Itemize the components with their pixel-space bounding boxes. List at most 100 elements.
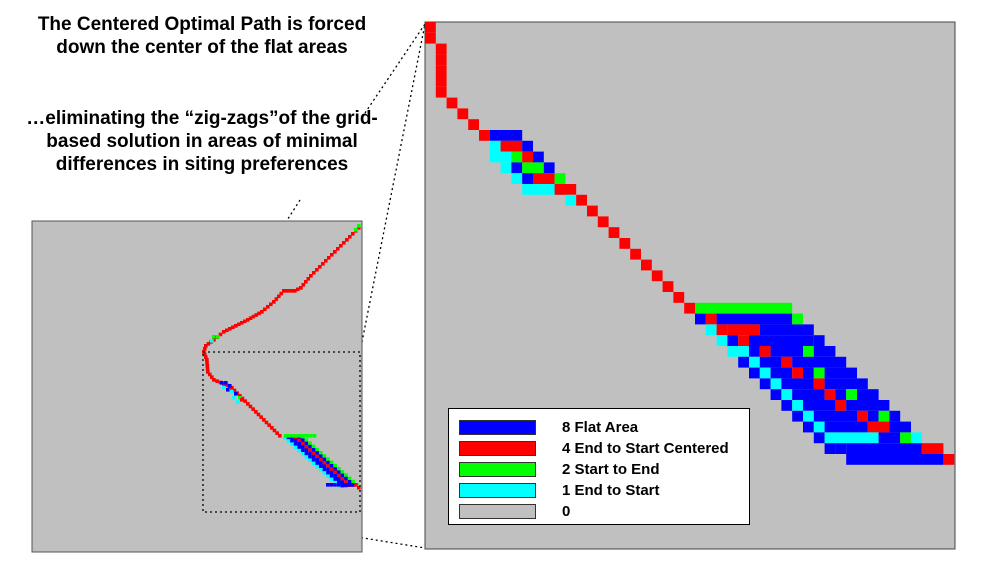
end-to-start-cell — [835, 432, 879, 444]
flat-area-cell — [803, 324, 814, 336]
centered-path-cell — [479, 130, 490, 141]
centered-path-cell — [248, 404, 253, 409]
centered-path-cell — [296, 287, 300, 292]
centered-path-cell — [318, 265, 322, 269]
end-to-start-cell — [222, 386, 226, 390]
centered-path-cell — [315, 454, 319, 459]
centered-path-cell — [240, 398, 244, 402]
end-to-start-cell — [333, 480, 337, 485]
legend-swatch-flat-area — [459, 420, 536, 435]
legend-item-end-to-start-centered: 4 End to Start Centered — [459, 438, 729, 459]
centered-path-cell — [344, 480, 348, 484]
flat-area-cell — [311, 448, 316, 452]
flat-area-cell — [543, 162, 555, 174]
flat-area-cell — [326, 483, 330, 487]
legend-swatch-start-to-end — [459, 462, 536, 477]
centered-path-cell — [232, 388, 237, 393]
flat-area-cell — [293, 442, 298, 446]
start-to-end-cell — [238, 396, 242, 400]
flat-area-cell — [727, 335, 739, 346]
centered-path-cell — [212, 338, 216, 342]
legend-item-zero: 0 — [459, 501, 570, 522]
centered-path-cell — [824, 389, 836, 400]
flat-area-cell — [489, 130, 523, 141]
legend-swatch-zero — [459, 504, 536, 519]
centered-path-cell — [278, 434, 282, 438]
centered-path-cell — [333, 250, 337, 254]
centered-path-cell — [264, 420, 269, 425]
flat-area-cell — [759, 324, 803, 336]
flat-area-cell — [803, 400, 836, 411]
centered-path-cell — [290, 289, 294, 293]
centered-path-cell — [322, 461, 327, 465]
centered-path-cell — [835, 400, 847, 411]
end-to-start-cell — [813, 421, 825, 433]
centered-path-cell — [345, 238, 349, 242]
end-to-start-cell — [230, 390, 234, 394]
centered-path-cell — [254, 313, 258, 317]
start-to-end-cell — [311, 444, 316, 449]
legend-swatch-end-to-start-centered — [459, 441, 536, 456]
flat-area-cell — [329, 470, 334, 475]
centered-path-cell — [304, 445, 309, 449]
flat-area-cell — [344, 483, 348, 487]
flat-area-cell — [344, 476, 348, 481]
start-to-end-cell — [319, 451, 323, 455]
centered-path-cell — [311, 451, 316, 455]
centered-path-cell — [324, 259, 328, 263]
centered-path-cell — [651, 270, 663, 282]
end-to-start-cell — [511, 173, 523, 184]
flat-area-cell — [226, 388, 230, 392]
centered-path-cell — [251, 314, 256, 319]
centered-path-cell — [662, 281, 674, 292]
end-to-start-cell — [293, 445, 298, 450]
flat-area-cell — [319, 461, 323, 465]
centered-path-cell — [619, 238, 631, 249]
end-to-start-cell — [301, 452, 305, 456]
end-to-start-cell — [727, 346, 739, 357]
centered-path-cell — [340, 477, 345, 481]
end-to-start-cell — [290, 442, 294, 446]
flat-area-cell — [308, 451, 312, 456]
start-to-end-cell — [304, 438, 309, 442]
centered-path-cell — [435, 86, 447, 98]
centered-path-cell — [630, 248, 641, 260]
flat-area-cell — [308, 444, 312, 449]
flat-area-cell — [770, 367, 793, 379]
start-to-end-cell — [284, 434, 288, 438]
flat-area-cell — [329, 464, 334, 468]
centered-path-cell — [274, 297, 279, 301]
flat-area-cell — [337, 477, 341, 481]
centered-path-cell — [339, 244, 343, 248]
flat-area-cell — [319, 464, 323, 469]
legend-label-zero: 0 — [562, 503, 571, 520]
centered-path-cell — [587, 205, 598, 217]
start-to-end-cell — [291, 434, 295, 438]
centered-path-cell — [813, 378, 825, 390]
flat-area-cell — [333, 477, 337, 481]
flat-area-cell — [319, 454, 323, 458]
legend-label-end-to-start-centered: 4 End to Start Centered — [562, 440, 729, 457]
centered-path-cell — [279, 291, 284, 296]
start-to-end-cell — [322, 454, 327, 458]
centered-path-cell — [204, 344, 208, 348]
centered-path-cell — [716, 324, 728, 336]
caption-main: The Centered Optimal Path is forced down… — [37, 14, 367, 58]
centered-path-cell — [306, 277, 311, 281]
flat-area-cell — [340, 480, 345, 484]
end-to-start-cell — [781, 389, 793, 400]
centered-path-cell — [321, 262, 325, 266]
flat-area-cell — [846, 400, 890, 411]
flat-area-cell — [511, 162, 523, 174]
flat-area-cell — [813, 410, 857, 422]
flat-area-cell — [867, 410, 879, 422]
centered-path-cell — [230, 386, 234, 390]
legend-box: 8 Flat Area 4 End to Start Centered 2 St… — [448, 408, 750, 525]
flat-area-cell — [522, 140, 533, 152]
centered-path-cell — [357, 486, 361, 490]
end-to-start-cell — [716, 335, 728, 346]
centered-path-cell — [330, 253, 334, 257]
flat-area-cell — [835, 389, 847, 400]
centered-path-cell — [228, 327, 232, 331]
flat-area-cell — [803, 367, 814, 379]
